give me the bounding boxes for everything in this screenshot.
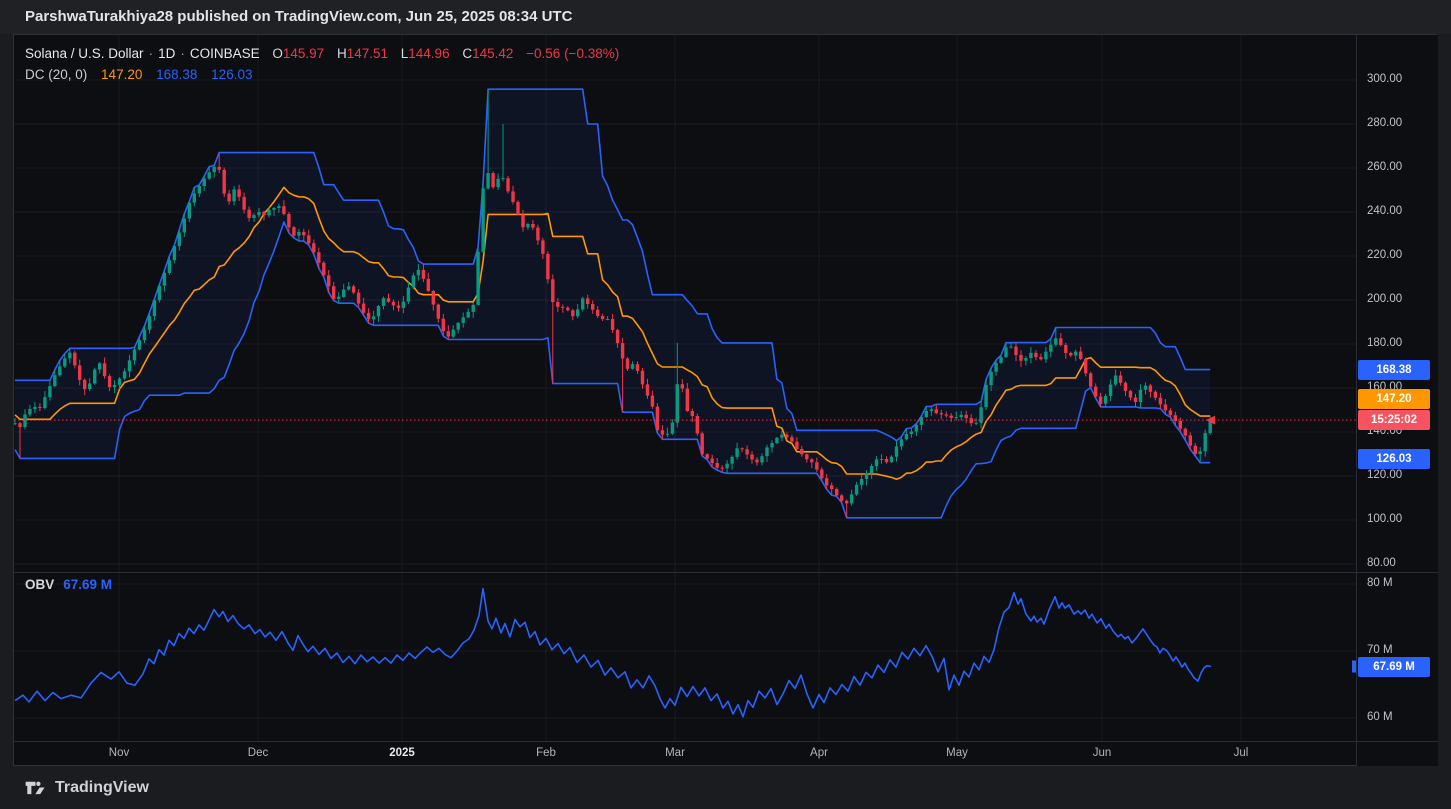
time-axis-divider xyxy=(14,741,1438,742)
countdown-label: 15:25:02 xyxy=(1358,410,1430,431)
time-tick-feb: Feb xyxy=(536,747,556,759)
time-tick-apr: Apr xyxy=(810,747,828,759)
obv-tick: 70 M xyxy=(1367,644,1393,656)
time-tick-jul: Jul xyxy=(1233,747,1249,759)
price-tick: 280.00 xyxy=(1367,117,1403,129)
price-tick: 100.00 xyxy=(1367,513,1403,525)
time-tick-nov: Nov xyxy=(108,747,130,759)
low-value: 144.96 xyxy=(408,46,450,61)
axis-divider xyxy=(1356,35,1357,767)
time-tick-may: May xyxy=(946,747,968,759)
price-label: 126.03 xyxy=(1358,448,1430,469)
dc-upper-value: 168.38 xyxy=(156,67,198,82)
symbol-row[interactable]: Solana / U.S. Dollar · 1D · COINBASE O145.97… xyxy=(25,46,620,61)
price-tick: 120.00 xyxy=(1367,469,1403,481)
dc-basis-value: 147.20 xyxy=(101,67,143,82)
close-value: 145.42 xyxy=(472,46,514,61)
symbol-title[interactable]: Solana / U.S. Dollar xyxy=(25,46,144,61)
price-label: 147.20 xyxy=(1358,389,1430,410)
obv-legend[interactable]: OBV 67.69 M xyxy=(25,577,112,592)
time-tick-dec: Dec xyxy=(247,747,269,759)
price-obv-plot[interactable] xyxy=(14,35,1438,767)
price-label: 168.38 xyxy=(1358,359,1430,380)
pane-divider[interactable] xyxy=(14,572,1438,573)
tradingview-wordmark: TradingView xyxy=(55,778,149,796)
exchange-label: COINBASE xyxy=(189,46,260,61)
price-tick: 200.00 xyxy=(1367,293,1403,305)
tradingview-logo[interactable]: TradingView xyxy=(24,776,149,799)
footer-bar: TradingView xyxy=(0,766,1451,809)
change-value: −0.56 (−0.38%) xyxy=(526,46,620,61)
open-letter: O xyxy=(272,46,283,61)
obv-value: 67.69 M xyxy=(63,577,113,592)
obv-title[interactable]: OBV xyxy=(25,577,55,592)
dc-lower-value: 126.03 xyxy=(211,67,253,82)
price-tick: 180.00 xyxy=(1367,337,1403,349)
time-tick-jun: Jun xyxy=(1092,747,1112,759)
chart-widget[interactable]: Solana / U.S. Dollar · 1D · COINBASE O145.97… xyxy=(13,34,1438,767)
price-tick: 220.00 xyxy=(1367,249,1403,261)
time-tick-2025: 2025 xyxy=(389,747,415,759)
indicator-title[interactable]: DC (20, 0) xyxy=(25,67,88,82)
indicator-row[interactable]: DC (20, 0) 147.20 168.38 126.03 xyxy=(25,65,619,85)
close-letter: C xyxy=(462,46,473,61)
time-tick-mar: Mar xyxy=(665,747,685,759)
price-tick: 80.00 xyxy=(1367,557,1396,569)
interval-label[interactable]: 1D xyxy=(158,46,176,61)
open-value: 145.97 xyxy=(282,46,325,61)
publish-attribution: ParshwaTurakhiya28 published on TradingV… xyxy=(25,8,573,25)
price-axis[interactable]: USD 300.00280.00260.00240.00220.00200.00… xyxy=(1356,35,1438,767)
tradingview-mark-icon xyxy=(25,781,45,795)
publish-bar: ParshwaTurakhiya28 published on TradingV… xyxy=(0,0,1451,34)
price-tick: 260.00 xyxy=(1367,161,1403,173)
obv-tick: 60 M xyxy=(1367,711,1393,723)
obv-tick: 80 M xyxy=(1367,577,1393,589)
price-tick: 300.00 xyxy=(1367,73,1403,85)
high-letter: H xyxy=(336,46,347,61)
low-letter: L xyxy=(400,46,409,61)
obv-value-label: 67.69 M xyxy=(1358,656,1430,677)
chart-legend: Solana / U.S. Dollar · 1D · COINBASE O145.97… xyxy=(25,44,619,86)
high-value: 147.51 xyxy=(346,46,388,61)
price-tick: 240.00 xyxy=(1367,205,1403,217)
